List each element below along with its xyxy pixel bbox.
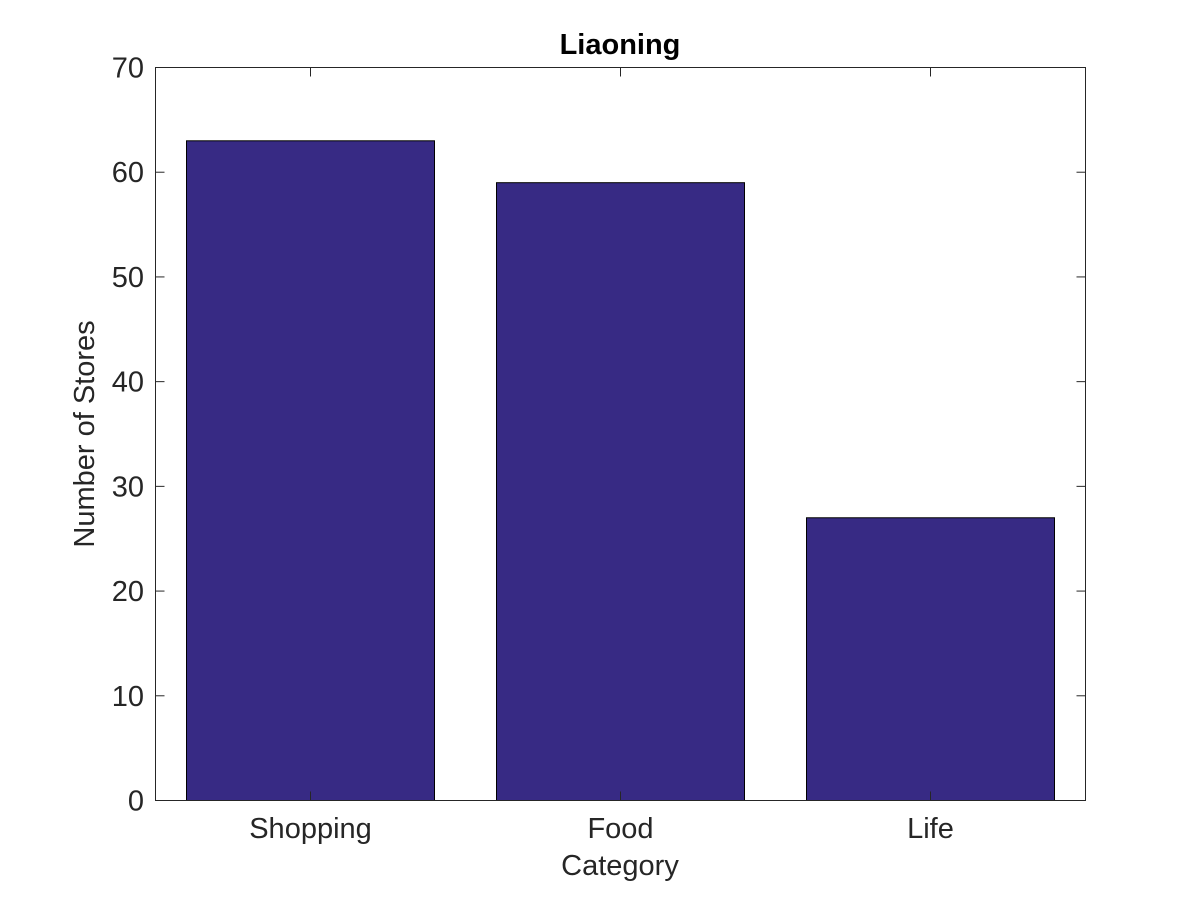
bars-layer — [186, 140, 1055, 802]
y-tick-label: 50 — [112, 262, 144, 294]
y-tick-label: 70 — [112, 53, 144, 85]
x-tick-label: Food — [587, 813, 653, 845]
y-tick-label: 40 — [112, 367, 144, 399]
x-tick-label: Life — [907, 813, 954, 845]
x-tick-label: Shopping — [249, 813, 372, 845]
y-tick-label: 10 — [112, 681, 144, 713]
x-axis-label: Category — [561, 850, 679, 882]
y-tick-label: 20 — [112, 576, 144, 608]
ticks-layer: Shopping Food Life 0 10 20 30 40 50 60 70 — [112, 53, 1086, 845]
plot-frame — [155, 67, 1086, 801]
bar-food — [496, 182, 745, 801]
bar-shopping — [186, 140, 435, 802]
y-tick-label: 30 — [112, 471, 144, 503]
chart-title: Liaoning — [560, 29, 681, 61]
y-axis-label: Number of Stores — [69, 320, 101, 547]
y-tick-label: 60 — [112, 157, 144, 189]
bar-life — [806, 517, 1055, 801]
y-tick-label: 0 — [128, 786, 144, 818]
